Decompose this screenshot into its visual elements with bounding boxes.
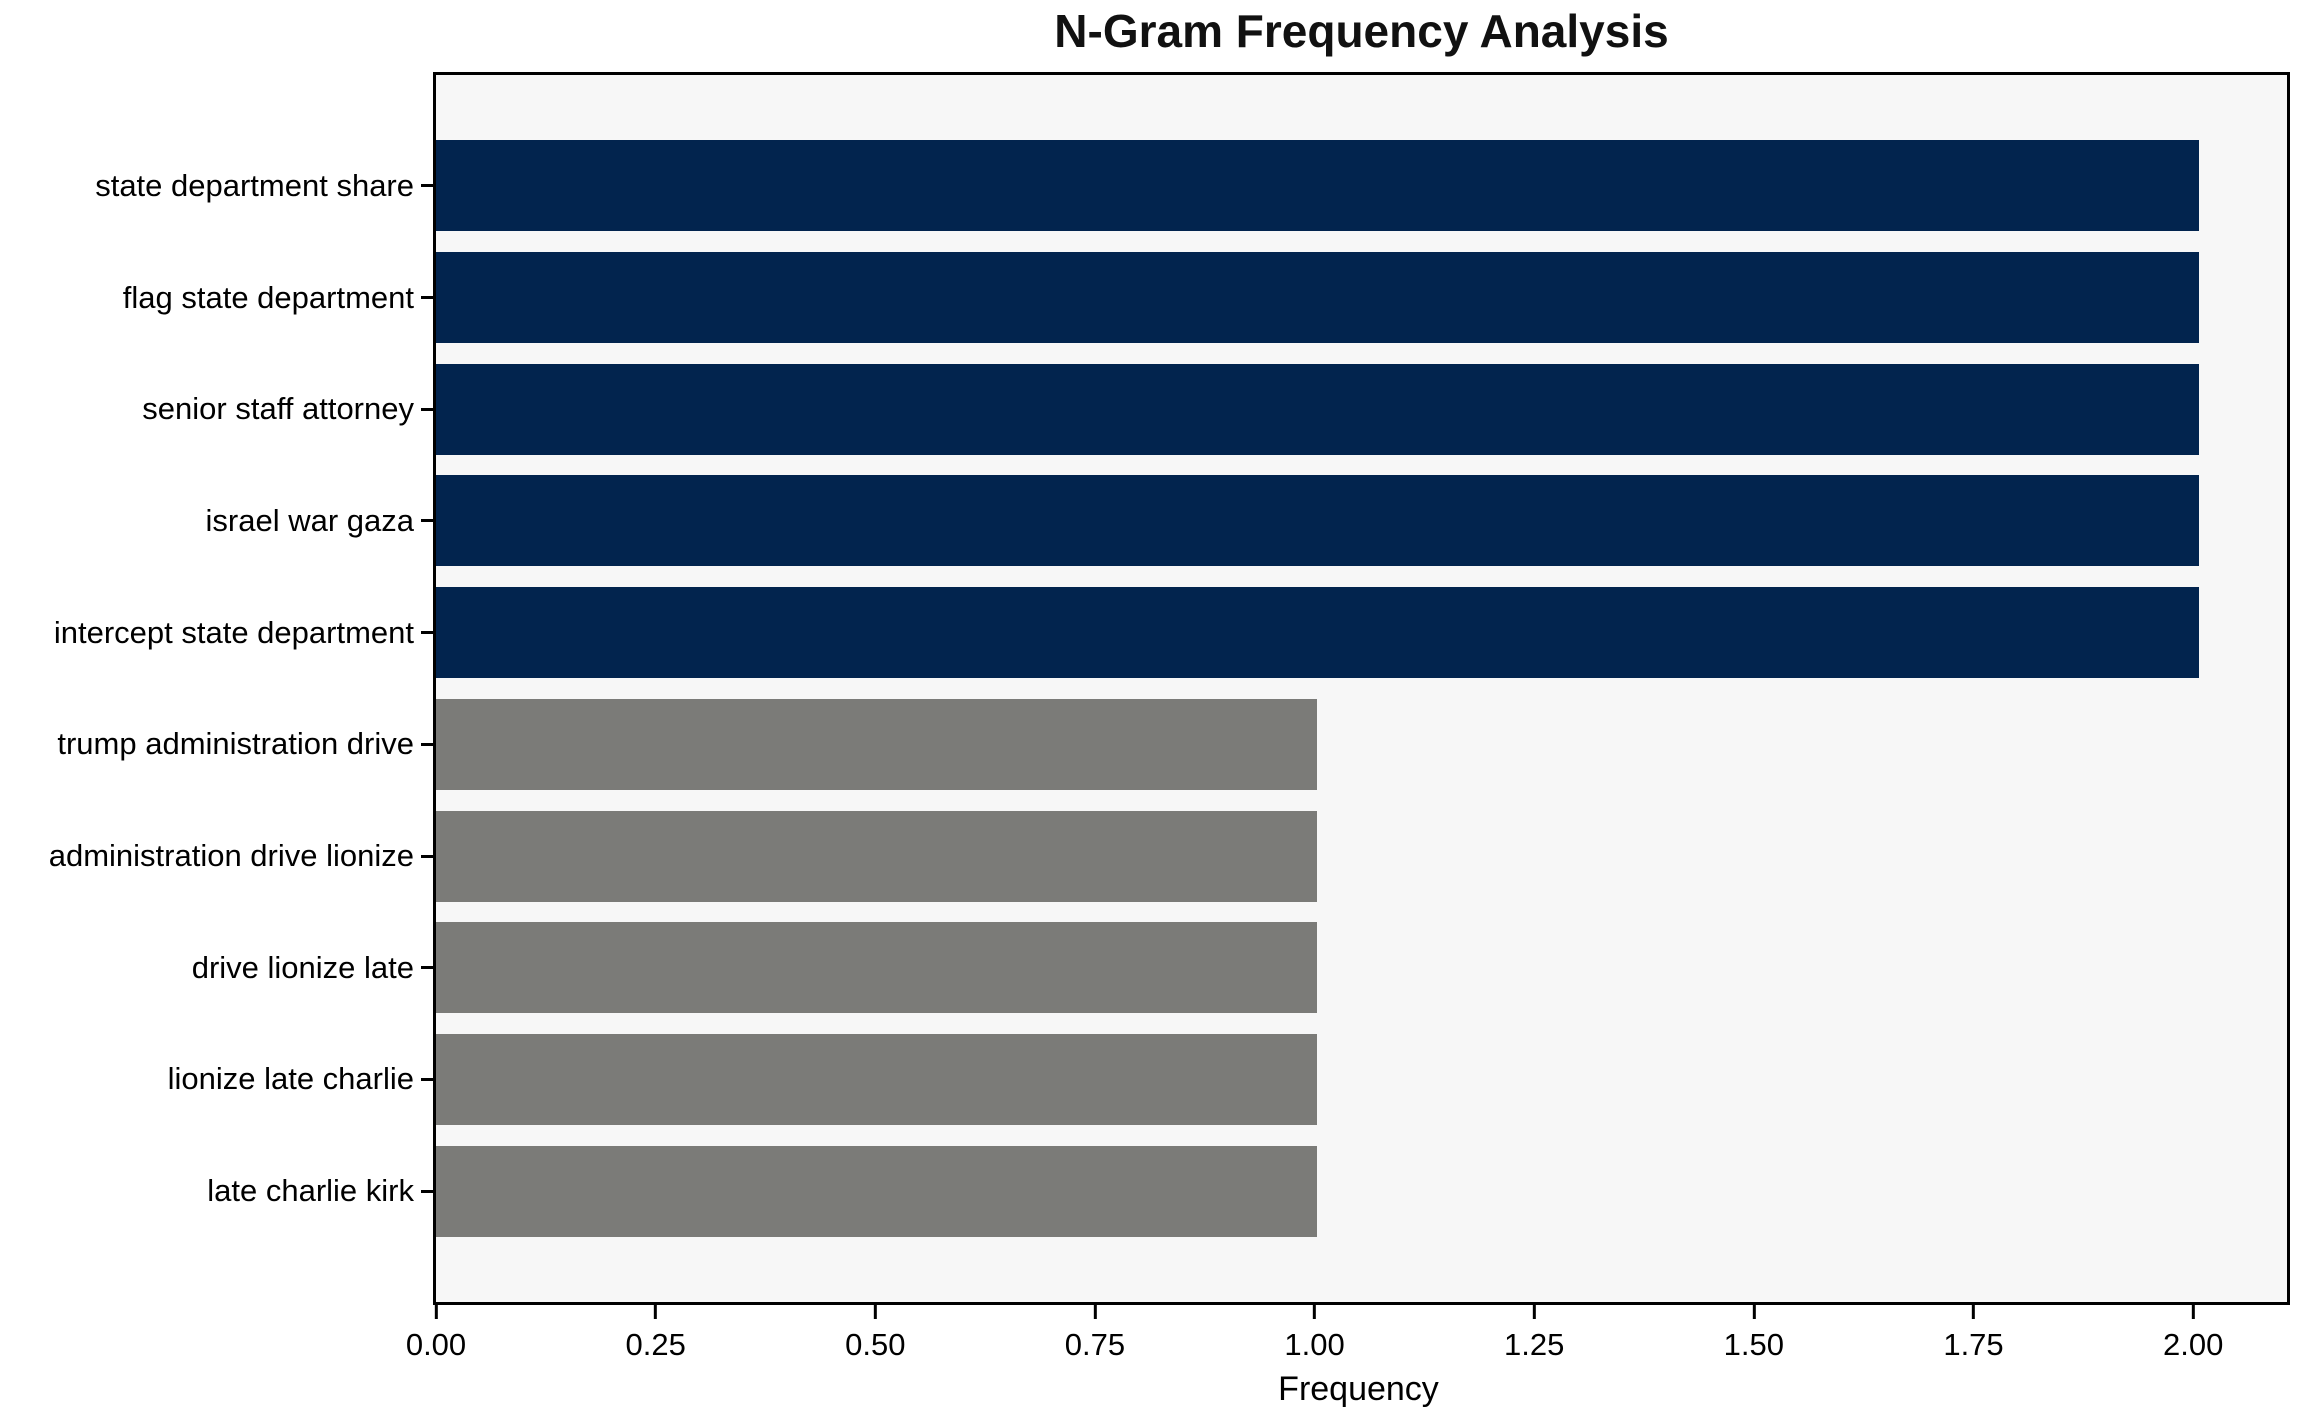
bar [436, 252, 2199, 344]
x-tick-label: 1.50 [1723, 1327, 1785, 1362]
y-tick-row: lionize late charlie [0, 1024, 433, 1136]
y-tick-label: state department share [95, 167, 414, 203]
x-tick-label: 2.00 [2162, 1327, 2224, 1362]
bar [436, 363, 2199, 455]
bar-row [436, 1135, 2287, 1247]
x-tick-mark [873, 1305, 877, 1319]
x-tick-label: 0.50 [845, 1327, 906, 1362]
y-tick-row: intercept state department [0, 577, 433, 689]
bar [436, 587, 2199, 679]
bar [436, 922, 1318, 1014]
y-tick-mark [421, 184, 433, 188]
x-tick-mark [1093, 1305, 1097, 1319]
x-tick-label: 1.00 [1284, 1327, 1345, 1362]
y-tick-mark [421, 519, 433, 523]
y-tick-row: flag state department [0, 242, 433, 354]
bar [436, 1033, 1318, 1125]
y-tick-label: drive lionize late [191, 949, 414, 985]
y-tick-mark [421, 854, 433, 858]
y-tick-row: state department share [0, 130, 433, 242]
y-axis-labels: state department share flag state departm… [0, 75, 433, 1302]
bar-row [436, 465, 2287, 577]
x-tick-mark [1972, 1305, 1975, 1319]
x-tick-label: 1.25 [1504, 1327, 1565, 1362]
bar-row [436, 1024, 2287, 1136]
x-tick-mark [2191, 1305, 2195, 1319]
y-tick-label: trump administration drive [57, 726, 414, 762]
x-tick: 1.75 [1943, 1305, 2004, 1363]
y-tick-mark [421, 407, 433, 411]
bar-row [436, 577, 2287, 689]
y-tick-row: senior staff attorney [0, 353, 433, 465]
bar-row [436, 353, 2287, 465]
y-tick-mark [421, 966, 433, 970]
x-tick-mark [654, 1305, 658, 1319]
y-tick-mark [421, 1189, 433, 1193]
y-tick-row: israel war gaza [0, 465, 433, 577]
y-tick-row: trump administration drive [0, 689, 433, 801]
x-tick: 0.00 [406, 1305, 466, 1363]
bars-layer [436, 75, 2287, 1302]
x-tick: 0.50 [845, 1305, 905, 1363]
plot-area [433, 72, 2290, 1305]
y-tick-label: senior staff attorney [142, 391, 414, 427]
x-tick-label: 0.25 [625, 1327, 686, 1362]
y-tick-label: administration drive lionize [48, 838, 414, 874]
y-tick-mark [421, 296, 433, 300]
x-axis-ticks: 0.00 0.25 0.50 0.75 1.00 1.25 1.50 1.75 2.00 [406, 1305, 2281, 1375]
chart-title: N-Gram Frequency Analysis [1054, 5, 1669, 57]
x-tick-mark [1313, 1305, 1317, 1319]
bar [436, 810, 1318, 902]
x-axis-title: Frequency [1278, 1370, 1439, 1408]
y-tick-label: israel war gaza [205, 502, 414, 538]
y-tick-row: drive lionize late [0, 912, 433, 1024]
bar-row [436, 800, 2287, 912]
x-tick: 0.75 [1065, 1305, 1125, 1363]
bar-row [436, 242, 2287, 354]
bar-row [436, 912, 2287, 1024]
x-tick: 2.00 [2163, 1305, 2223, 1363]
bar [436, 1145, 1318, 1237]
x-tick: 1.50 [1724, 1305, 1784, 1363]
bar-row [436, 689, 2287, 801]
x-tick: 1.25 [1504, 1305, 1564, 1363]
bar [436, 698, 1318, 790]
y-tick-label: intercept state department [53, 614, 414, 650]
x-tick-mark [1752, 1305, 1756, 1319]
x-tick-label: 1.75 [1943, 1327, 2004, 1362]
y-tick-label: lionize late charlie [167, 1061, 414, 1097]
x-tick-label: 0.75 [1064, 1327, 1126, 1362]
x-tick-mark [1532, 1305, 1536, 1319]
y-tick-mark [421, 631, 433, 635]
y-tick-row: late charlie kirk [0, 1135, 433, 1247]
bar [436, 140, 2199, 232]
x-tick-label: 0.00 [405, 1327, 467, 1362]
x-tick: 1.00 [1284, 1305, 1345, 1363]
x-tick: 0.25 [625, 1305, 686, 1363]
y-tick-mark [421, 742, 433, 746]
y-tick-label: late charlie kirk [207, 1173, 414, 1209]
y-tick-row: administration drive lionize [0, 800, 433, 912]
bar [436, 475, 2199, 567]
bar-row [436, 130, 2287, 242]
y-tick-mark [421, 1077, 433, 1081]
y-tick-label: flag state department [122, 279, 414, 315]
x-tick-mark [434, 1305, 438, 1319]
